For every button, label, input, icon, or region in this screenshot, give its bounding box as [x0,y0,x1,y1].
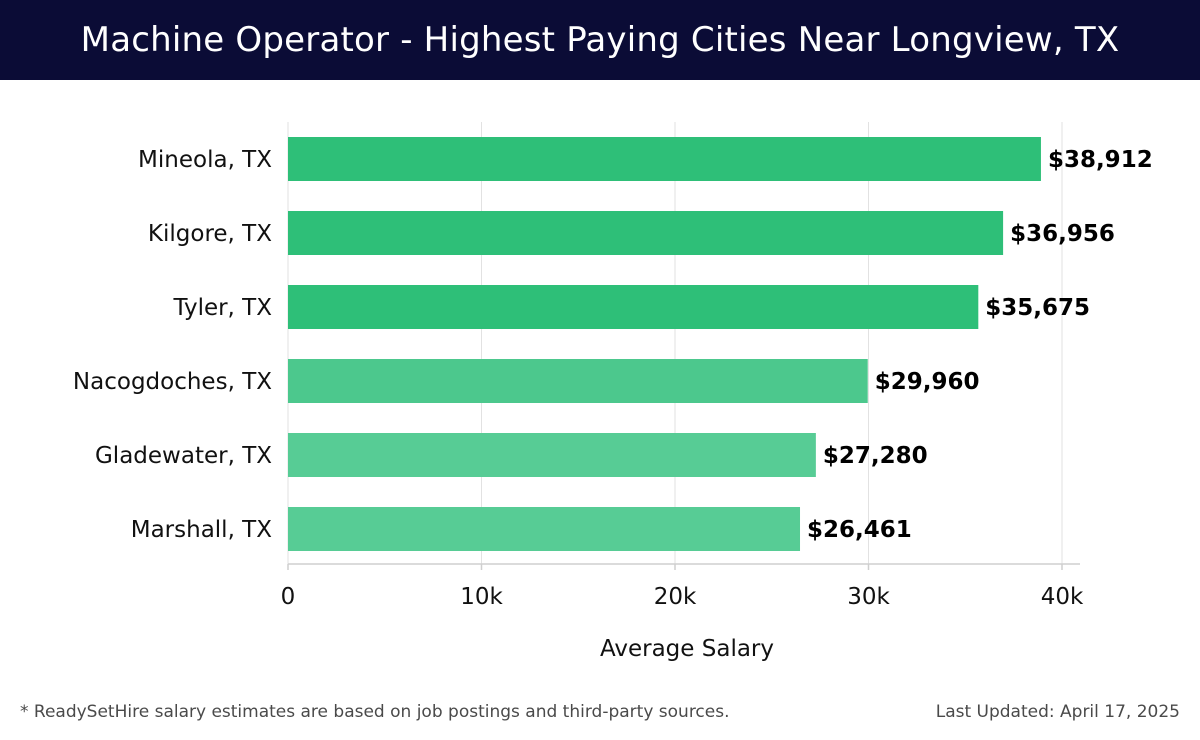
category-label-1: Kilgore, TX [148,221,272,247]
x-axis-title: Average Salary [600,636,774,662]
x-tick-label-0: 0 [281,584,296,610]
value-label-3: $29,960 [875,369,980,395]
category-label-3: Nacogdoches, TX [73,369,272,395]
salary-bar-chart: Mineola, TX $38,912 Kilgore, TX $36,956 Tyle… [73,122,1153,662]
bar-2 [288,285,979,329]
bar-4 [288,433,816,477]
category-label-0: Mineola, TX [138,147,272,173]
x-tick-label-1: 10k [460,584,503,610]
footnote: * ReadySetHire salary estimates are base… [20,702,730,722]
value-label-2: $35,675 [985,295,1090,321]
value-label-1: $36,956 [1010,221,1115,247]
value-label-5: $26,461 [807,517,912,543]
bar-0 [288,137,1041,181]
category-label-4: Gladewater, TX [95,443,272,469]
x-tick-label-2: 20k [654,584,697,610]
x-tick-label-3: 30k [847,584,890,610]
title-banner: Machine Operator - Highest Paying Cities… [0,0,1200,80]
chart-title: Machine Operator - Highest Paying Cities… [80,20,1120,60]
value-label-4: $27,280 [823,443,928,469]
x-tick-label-4: 40k [1041,584,1084,610]
bar-1 [288,211,1004,255]
last-updated: Last Updated: April 17, 2025 [935,702,1180,722]
bar-5 [288,507,801,551]
bar-3 [288,359,868,403]
category-label-5: Marshall, TX [131,517,273,543]
category-label-2: Tyler, TX [172,295,272,321]
value-label-0: $38,912 [1048,147,1153,173]
